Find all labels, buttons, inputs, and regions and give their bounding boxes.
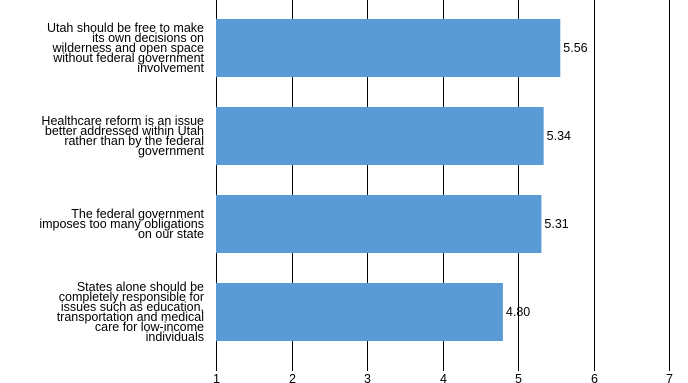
category-label-line: issues such as education, xyxy=(61,300,204,314)
label-layer: 1 2 3 4 5 6 7 5.56 Utah should be free to make it… xyxy=(39,21,673,383)
category-label-line: government xyxy=(138,144,205,158)
x-tick-label: 5 xyxy=(515,372,522,383)
category-label-line: individuals xyxy=(146,330,204,344)
bar-layer xyxy=(216,19,561,341)
category-label: Utah should be free to make its own decis… xyxy=(47,21,205,75)
category-label-line: transportation and medical xyxy=(57,310,204,324)
category-label-line: The federal government xyxy=(71,207,204,221)
category-label-line: on our state xyxy=(138,227,204,241)
category-label-line: Utah should be free to make xyxy=(47,21,204,35)
data-label: 5.34 xyxy=(547,129,571,143)
bar xyxy=(216,107,544,165)
category-label-line: completely responsible for xyxy=(59,290,204,304)
x-tick-label: 4 xyxy=(440,372,447,383)
x-tick-label: 2 xyxy=(289,372,296,383)
category-label-line: imposes too many obligations xyxy=(39,217,204,231)
category-label-line: better addressed within Utah xyxy=(45,124,204,138)
x-tick-label: 7 xyxy=(666,372,673,383)
x-tick-label: 6 xyxy=(591,372,598,383)
category-label-line: without federal government xyxy=(52,51,204,65)
x-tick-label: 3 xyxy=(364,372,371,383)
x-tick-label: 1 xyxy=(213,372,220,383)
category-label-line: Healthcare reform is an issue xyxy=(41,114,204,128)
data-label: 5.56 xyxy=(563,41,587,55)
bar xyxy=(216,19,561,77)
category-label: States alone should be completely respons… xyxy=(57,280,204,344)
data-label: 5.31 xyxy=(544,217,568,231)
category-label-line: wilderness and open space xyxy=(52,41,205,55)
bar xyxy=(216,195,542,253)
data-label: 4.80 xyxy=(506,305,530,319)
category-label: Healthcare reform is an issue better addr… xyxy=(41,114,204,158)
bar xyxy=(216,283,503,341)
category-label-line: its own decisions on xyxy=(92,31,204,45)
category-label-line: care for low-income xyxy=(95,320,204,334)
category-label: The federal government imposes too many o… xyxy=(39,207,204,241)
category-label-line: rather than by the federal xyxy=(64,134,204,148)
category-label-line: States alone should be xyxy=(77,280,204,294)
category-label-line: involvement xyxy=(137,61,204,75)
